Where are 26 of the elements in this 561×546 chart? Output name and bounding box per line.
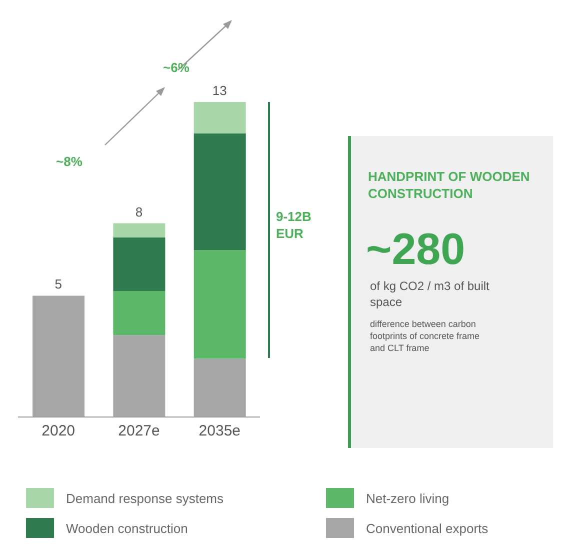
legend-label: Conventional exports — [365, 520, 490, 538]
text: ~280 — [366, 225, 466, 274]
bar — [113, 223, 166, 238]
text: of kg CO2 / m3 of built space — [370, 278, 490, 310]
bar — [194, 134, 246, 250]
legend-label: Demand response systems — [65, 490, 225, 508]
text: HANDPRINT OF WOODEN CONSTRUCTION — [368, 168, 531, 202]
bar — [113, 335, 166, 417]
text: difference between carbon footprints of concrete frame and CLT frame — [370, 318, 481, 354]
bar — [194, 358, 246, 417]
x-tick-label: 2020 — [42, 422, 76, 440]
annotation: 13 — [212, 83, 227, 98]
text: ~6% — [163, 60, 190, 75]
bar — [194, 102, 246, 134]
bar — [113, 291, 166, 336]
bar — [32, 296, 85, 417]
annotation: 5 — [54, 276, 62, 292]
legend-label: Wooden construction — [65, 520, 189, 538]
text: 9-12B EUR — [276, 208, 312, 242]
bar — [113, 237, 166, 291]
bar — [194, 250, 246, 359]
x-tick-label: 2027e — [118, 422, 160, 440]
x-tick-label: 2035e — [198, 422, 241, 440]
annotation: 8 — [135, 204, 143, 220]
annotation: ~8% — [56, 154, 82, 169]
legend-label: Net-zero living — [365, 490, 450, 508]
